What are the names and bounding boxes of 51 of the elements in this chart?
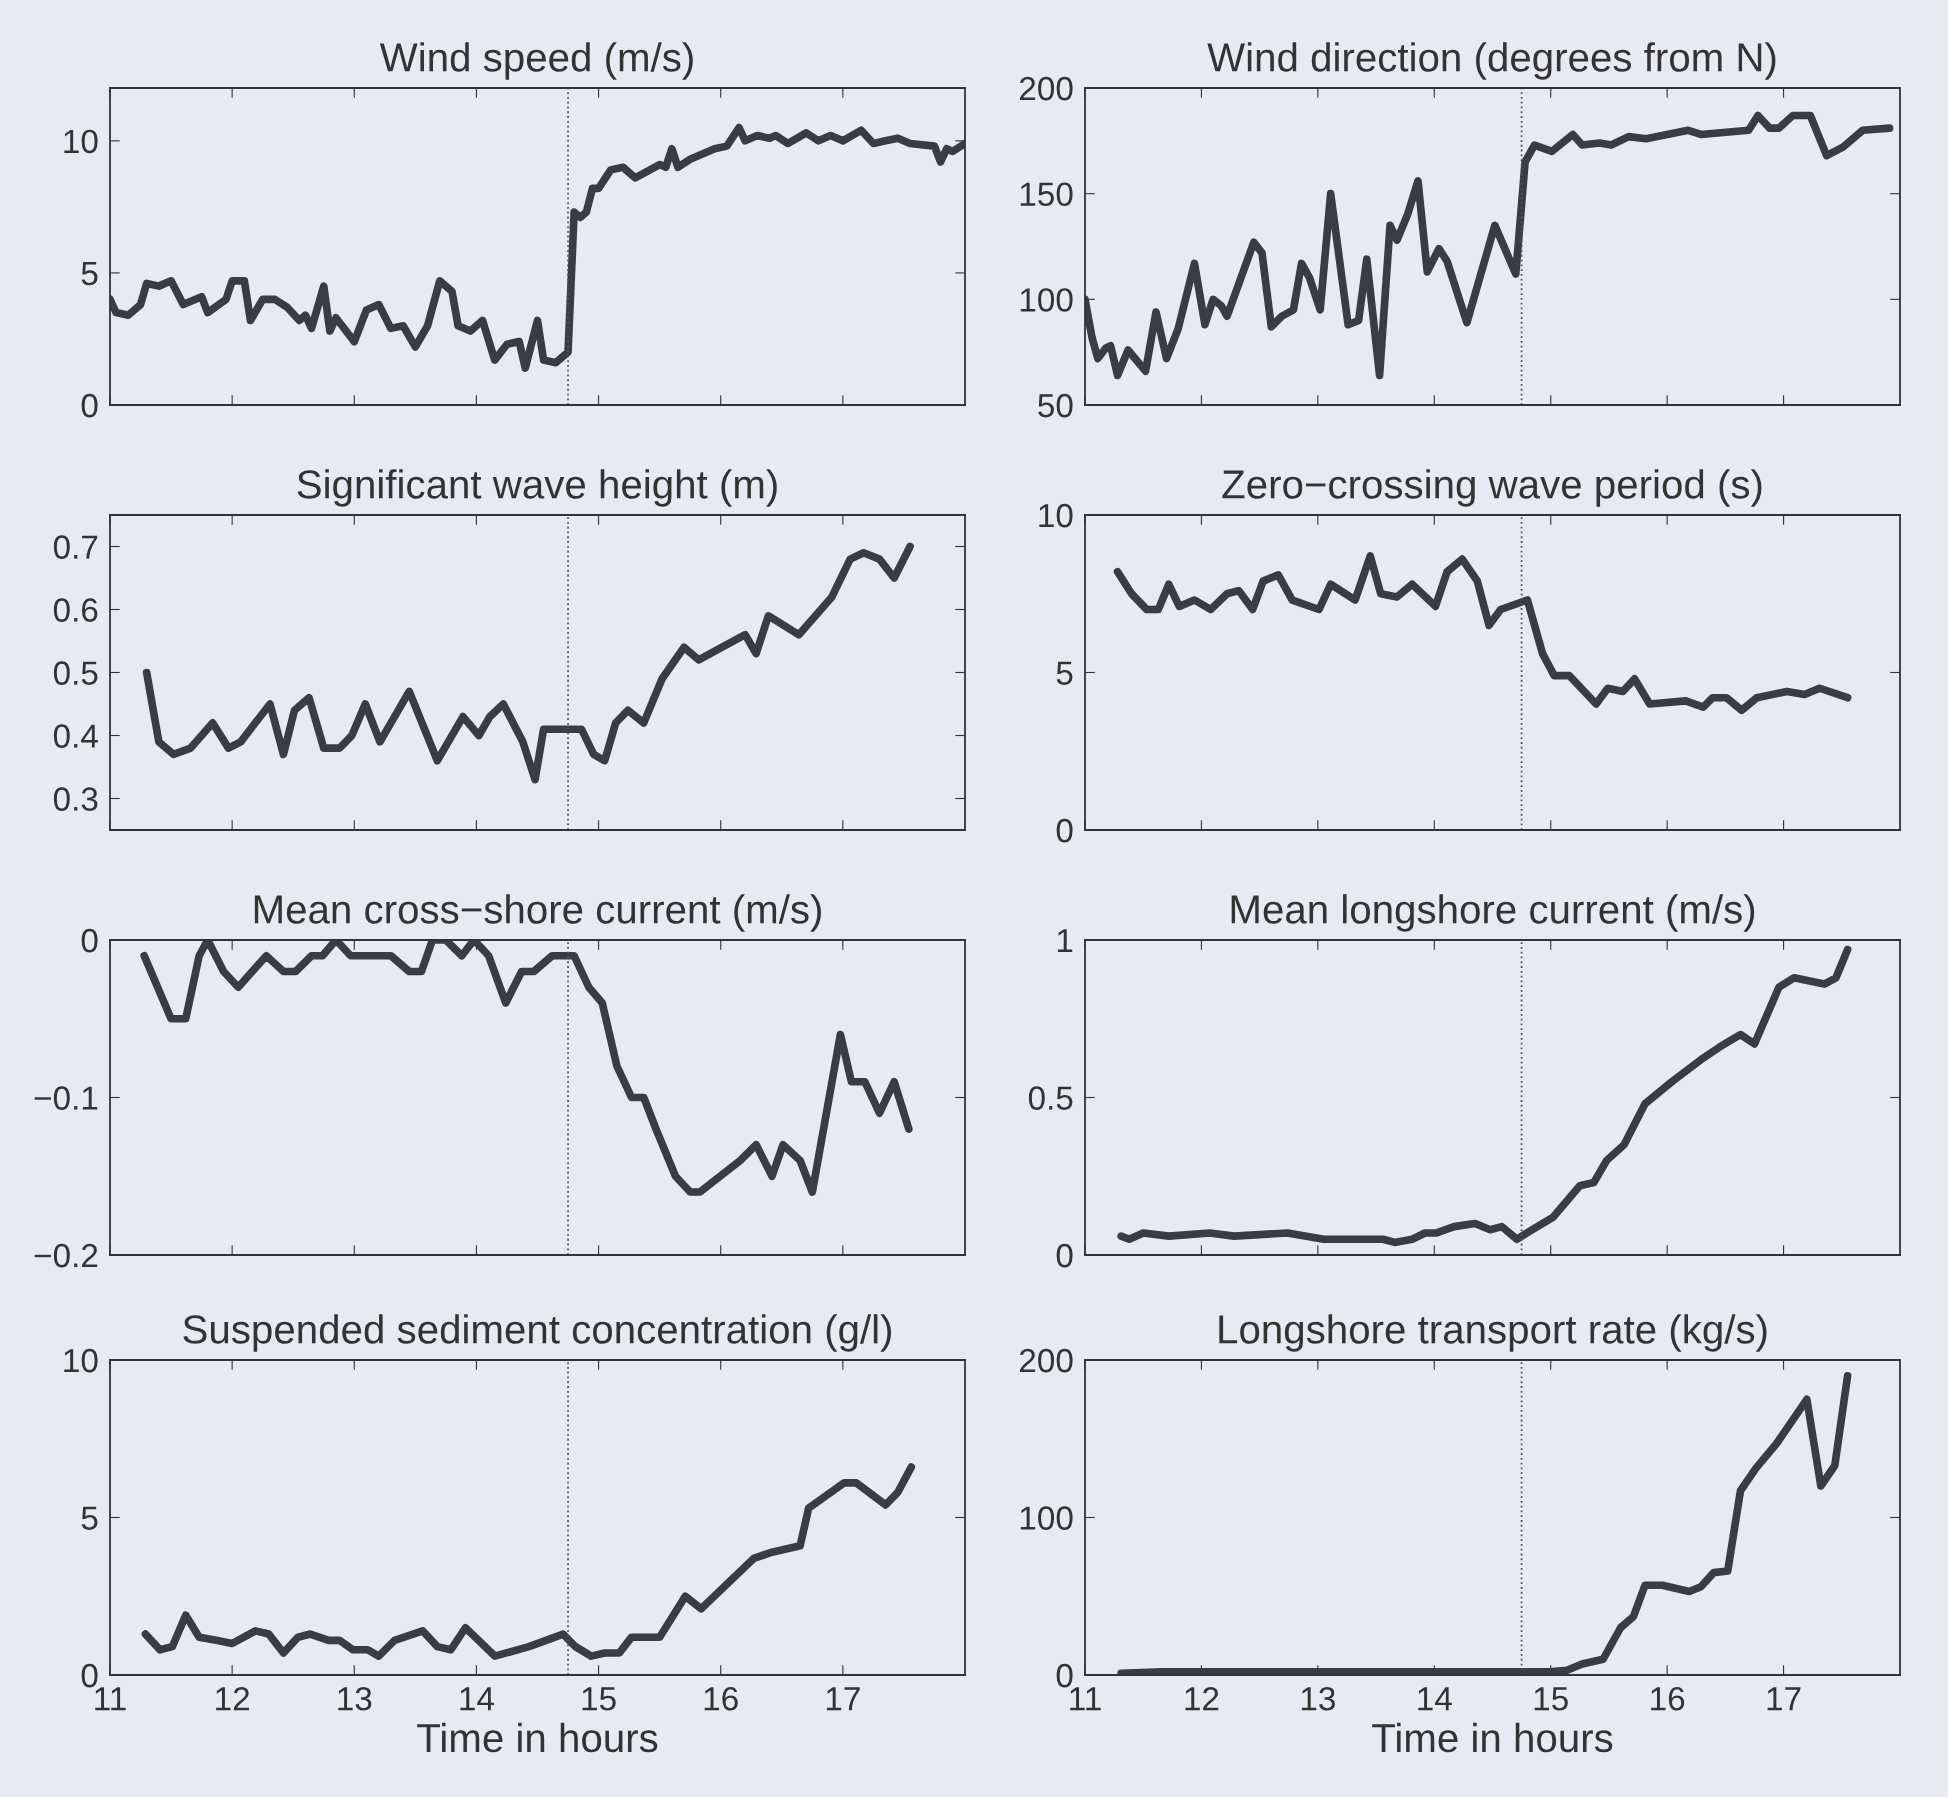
y-tick-label: 50 xyxy=(1038,393,1073,418)
x-tick-label: 12 xyxy=(1185,1686,1219,1711)
y-tick-label: 5 xyxy=(1056,661,1073,685)
y-tick-label: 0.5 xyxy=(1028,1086,1073,1110)
x-tick-label: 14 xyxy=(460,1687,494,1711)
x-tick-label: 17 xyxy=(826,1687,860,1711)
y-tick-label: 100 xyxy=(1020,288,1073,312)
y-tick-label: 0 xyxy=(81,1663,98,1688)
chart-title: Wind direction (degrees from N) xyxy=(1207,42,1776,80)
chart-title: Mean cross−shore current (m/s) xyxy=(254,894,821,932)
chart-title: Longshore transport rate (kg/s) xyxy=(1219,1314,1767,1352)
y-tick-label: 0.6 xyxy=(53,598,98,622)
x-tick-label: 11 xyxy=(95,1687,126,1711)
chart-title: Wind speed (m/s) xyxy=(379,42,693,80)
y-tick-label: 0 xyxy=(1056,818,1073,843)
y-tick-label: 100 xyxy=(1020,1506,1073,1530)
y-tick-label: 5 xyxy=(81,262,98,286)
chart-title: Mean longshore current (m/s) xyxy=(1231,894,1755,932)
y-tick-label: 10 xyxy=(64,1348,98,1373)
y-tick-label: 0.3 xyxy=(53,787,98,811)
y-tick-label: 150 xyxy=(1020,182,1073,207)
chart-title: Significant wave height (m) xyxy=(297,469,777,507)
y-tick-label: 0.7 xyxy=(53,535,98,559)
x-tick-label: 17 xyxy=(1767,1687,1801,1711)
y-tick-label: 0 xyxy=(81,928,98,953)
x-tick-label: 13 xyxy=(338,1686,372,1711)
x-tick-label: 15 xyxy=(582,1687,616,1711)
y-tick-label: 0 xyxy=(1056,1663,1073,1688)
x-tick-label: 14 xyxy=(1418,1687,1452,1711)
y-tick-label: 1 xyxy=(1057,929,1073,953)
y-tick-label: 0.5 xyxy=(53,661,98,685)
y-tick-label: −0.1 xyxy=(34,1086,98,1110)
x-tick-label: 16 xyxy=(1651,1686,1685,1711)
x-tick-label: 12 xyxy=(216,1686,250,1711)
x-tick-label: 15 xyxy=(1534,1687,1568,1711)
y-tick-label: 0 xyxy=(81,393,98,418)
y-tick-label: 5 xyxy=(81,1506,98,1530)
y-tick-label: 0 xyxy=(1056,1243,1073,1268)
y-tick-label: 0.4 xyxy=(53,724,98,748)
y-tick-label: 200 xyxy=(1019,76,1073,101)
y-tick-label: −0.2 xyxy=(34,1243,98,1268)
y-tick-label: 200 xyxy=(1019,1348,1073,1373)
x-tick-label: 13 xyxy=(1301,1686,1335,1711)
chart-title: Zero−crossing wave period (s) xyxy=(1222,469,1762,507)
y-tick-label: 10 xyxy=(1039,503,1073,528)
chart-title: Suspended sediment concentration (g/l) xyxy=(183,1314,892,1352)
x-axis-title: Time in hours xyxy=(1372,1722,1613,1753)
y-tick-label: 10 xyxy=(64,129,98,154)
x-axis-title: Time in hours xyxy=(417,1722,658,1753)
x-tick-label: 16 xyxy=(704,1686,738,1711)
x-tick-label: 11 xyxy=(1070,1687,1101,1711)
